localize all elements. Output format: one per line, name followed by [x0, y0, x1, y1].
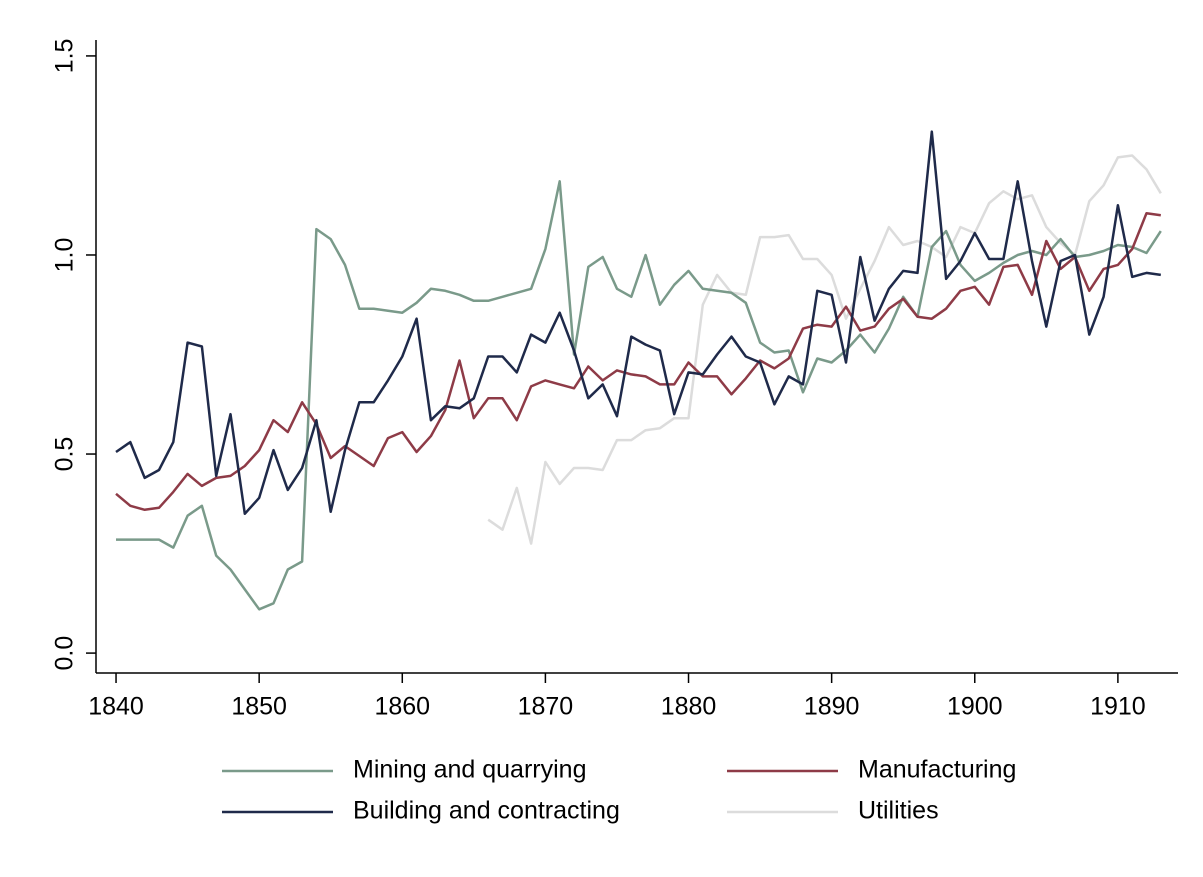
x-tick-label: 1860: [374, 693, 430, 721]
legend-label: Building and contracting: [353, 797, 620, 825]
series-line: [115, 130, 1161, 516]
x-tick-label: 1870: [518, 693, 574, 721]
legend-label: Utilities: [858, 797, 939, 825]
y-tick-label: 1.5: [51, 39, 79, 74]
y-tick-label: 1.0: [51, 238, 79, 273]
x-tick-label: 1890: [804, 693, 860, 721]
x-tick-label: 1850: [231, 693, 287, 721]
x-tick-label: 1880: [661, 693, 717, 721]
x-tick-label: 1900: [947, 693, 1003, 721]
x-tick-label: 1910: [1090, 693, 1146, 721]
y-tick-label: 0.0: [51, 636, 79, 671]
series-line: [115, 211, 1161, 512]
series-line: [116, 180, 1162, 611]
legend-label: Manufacturing: [858, 756, 1016, 784]
legend-label: Mining and quarrying: [353, 756, 586, 784]
x-tick-label: 1840: [88, 693, 144, 721]
series-line: [487, 154, 1162, 545]
y-tick-label: 0.5: [51, 437, 79, 472]
